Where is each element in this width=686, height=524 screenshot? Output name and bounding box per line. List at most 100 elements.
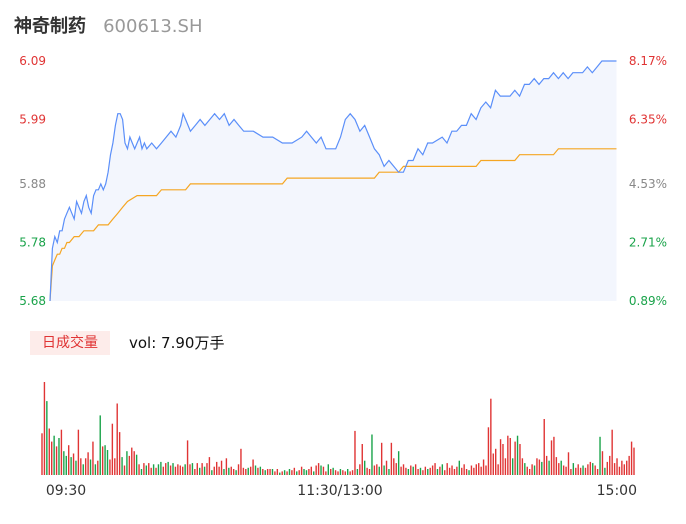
volume-bar xyxy=(87,452,89,475)
y-tick-label: 5.78 xyxy=(19,235,46,249)
volume-bar xyxy=(339,469,342,475)
volume-bar xyxy=(524,463,526,475)
volume-bar xyxy=(548,460,550,475)
volume-bar xyxy=(618,466,621,475)
volume-bar xyxy=(402,464,405,475)
price-axis-left: 6.09 5.99 5.88 5.78 5.68 xyxy=(19,54,46,308)
y-right-tick-label: 2.71% xyxy=(629,235,667,249)
volume-bar xyxy=(196,463,198,475)
volume-bar xyxy=(553,436,555,475)
y-tick-label: 6.09 xyxy=(19,54,46,68)
volume-bar xyxy=(51,441,53,475)
y-tick-label: 5.68 xyxy=(19,294,46,308)
volume-bar xyxy=(431,465,434,475)
volume-bar xyxy=(361,444,363,475)
volume-bar xyxy=(502,444,504,475)
volume-bar xyxy=(407,469,410,475)
volume-bar xyxy=(264,470,266,475)
volume-bar xyxy=(570,469,572,475)
volume-bar xyxy=(252,459,254,475)
volume-bar xyxy=(281,471,283,475)
volume-bar xyxy=(616,458,618,475)
volume-bar xyxy=(560,460,562,475)
volume-bar xyxy=(405,467,407,475)
volume-bar xyxy=(48,428,50,475)
volume-bar xyxy=(579,467,582,475)
volume-bar xyxy=(315,465,317,475)
volume-bar xyxy=(380,442,383,475)
volume-bar xyxy=(371,434,373,475)
volume-bar xyxy=(596,469,599,475)
time-tick-label: 09:30 xyxy=(46,483,86,499)
volume-bar xyxy=(165,463,167,475)
volume-bar xyxy=(463,464,465,475)
average-price-line xyxy=(49,148,617,302)
volume-bar xyxy=(126,451,128,475)
volume-bar xyxy=(128,455,131,475)
y-right-tick-label: 8.17% xyxy=(629,54,667,68)
volume-bar xyxy=(279,472,281,475)
volume-bar xyxy=(344,471,346,475)
volume-bar xyxy=(230,466,232,475)
volume-bar xyxy=(41,433,43,475)
volume-summary: vol: 7.90万手 xyxy=(129,334,225,352)
volume-bar xyxy=(313,471,315,475)
volume-bar xyxy=(606,461,609,475)
volume-bar xyxy=(482,459,485,475)
volume-badge[interactable]: 日成交量 xyxy=(30,331,110,355)
volume-bar xyxy=(106,450,109,475)
volume-bar xyxy=(347,469,349,475)
volume-bar xyxy=(429,467,431,475)
volume-panel xyxy=(41,382,635,475)
volume-bar xyxy=(363,460,366,475)
volume-bar xyxy=(208,457,211,475)
volume-bar xyxy=(194,469,196,475)
volume-bar xyxy=(92,441,94,475)
volume-bar xyxy=(400,466,402,475)
volume-bar xyxy=(378,466,380,475)
volume-bar xyxy=(300,466,303,475)
volume-bar xyxy=(97,460,99,475)
volume-bar xyxy=(257,467,259,475)
volume-bar xyxy=(373,465,376,475)
stock-code: 600613.SH xyxy=(103,16,203,37)
volume-bar xyxy=(567,452,570,475)
y-right-tick-label: 6.35% xyxy=(629,113,667,127)
volume-bar xyxy=(444,470,446,475)
volume-bar xyxy=(492,453,494,475)
volume-bar xyxy=(509,438,511,475)
volume-bar xyxy=(228,467,230,475)
volume-bar xyxy=(453,469,456,475)
volume-bar xyxy=(55,446,58,475)
price-area xyxy=(50,61,617,301)
volume-bar xyxy=(626,460,628,475)
volume-bar xyxy=(550,440,553,475)
volume-bar xyxy=(286,471,288,475)
volume-bar xyxy=(235,470,237,475)
volume-bar xyxy=(89,459,92,475)
volume-bar xyxy=(487,427,490,475)
volume-bar xyxy=(376,464,378,475)
volume-bar xyxy=(237,464,240,475)
volume-bar xyxy=(72,453,75,475)
volume-bar xyxy=(308,469,310,475)
volume-bar xyxy=(317,463,320,475)
volume-bar xyxy=(67,445,70,475)
volume-bar xyxy=(584,467,587,475)
volume-bar xyxy=(114,458,116,475)
volume-bar xyxy=(434,463,436,475)
volume-bar xyxy=(201,463,203,475)
volume-bar xyxy=(412,466,414,475)
volume-bar xyxy=(167,461,169,475)
volume-bar xyxy=(448,467,451,475)
volume-bar xyxy=(538,459,541,475)
volume-bar xyxy=(516,435,519,475)
volume-bar xyxy=(461,467,463,475)
volume-bar xyxy=(342,470,344,475)
volume-bar xyxy=(58,438,60,475)
y-tick-label: 5.99 xyxy=(19,113,46,127)
volume-bar xyxy=(623,464,625,475)
volume-bar xyxy=(628,455,630,475)
volume-bar xyxy=(395,463,397,475)
